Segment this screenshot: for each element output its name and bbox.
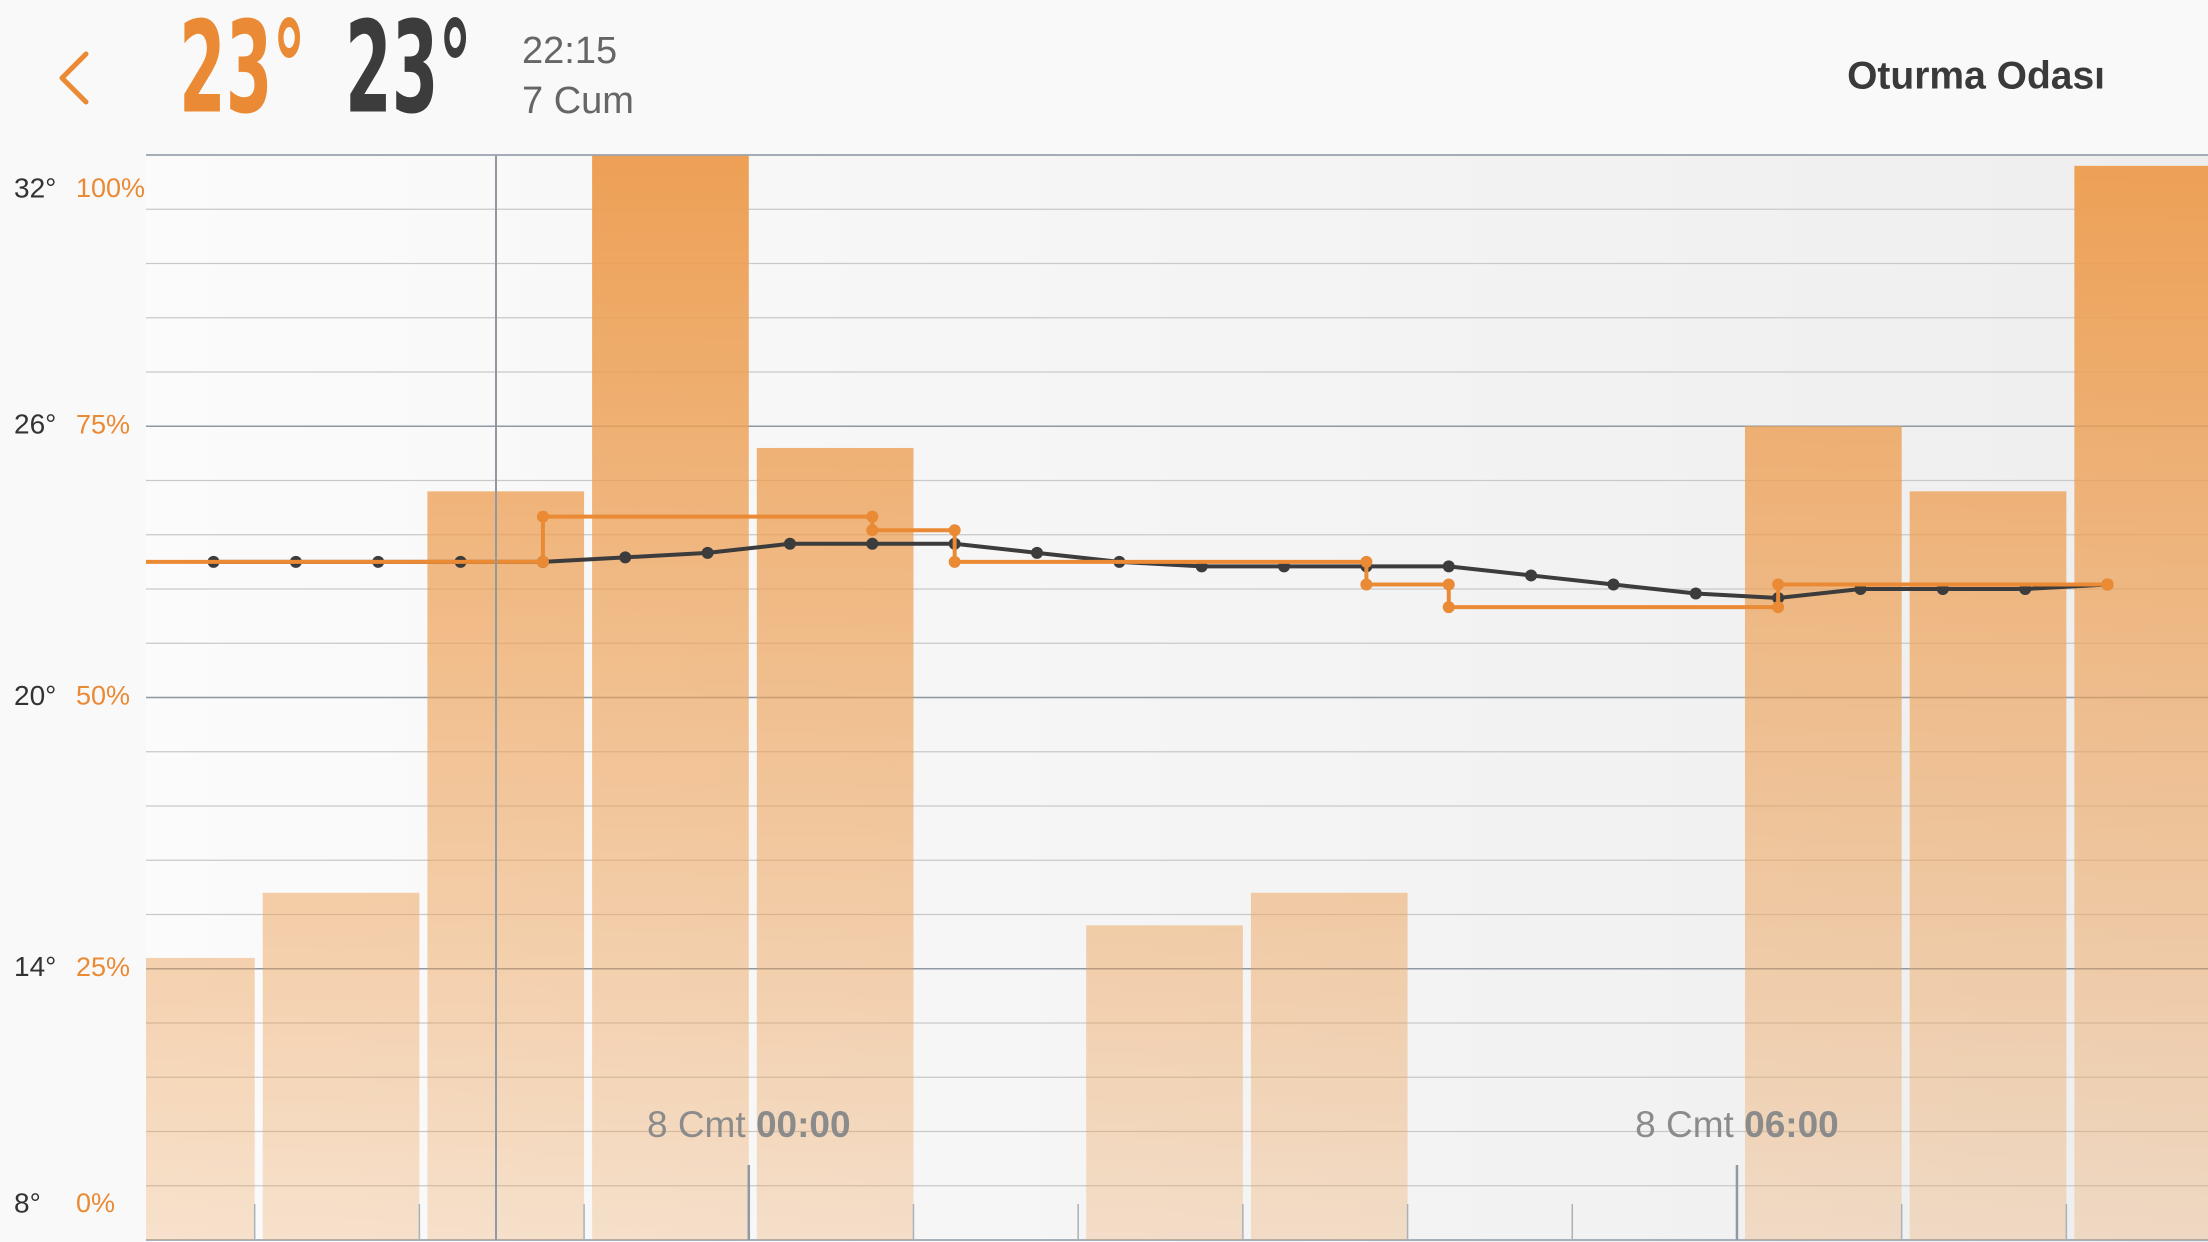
temperature-point: [783, 537, 796, 550]
bar: [592, 155, 749, 1240]
setpoint-point: [536, 555, 549, 568]
setpoint-point: [866, 510, 879, 523]
target-temp[interactable]: 23°: [345, 0, 472, 142]
room-name: Oturma Odası: [1847, 54, 2105, 97]
bar: [1086, 925, 1243, 1240]
setpoint-point: [2101, 578, 2114, 591]
setpoint-point: [948, 524, 961, 537]
y2-tick-label: 0%: [76, 1188, 115, 1218]
current-temp: 23°: [179, 0, 306, 142]
setpoint-point: [1772, 578, 1785, 591]
setpoint-point: [948, 555, 961, 568]
y-tick-label: 26°: [14, 409, 56, 440]
setpoint-point: [1360, 578, 1373, 591]
y-tick-label: 14°: [14, 951, 56, 982]
temperature-point: [1031, 546, 1044, 559]
bar: [756, 447, 914, 1240]
bar: [1909, 491, 2067, 1241]
y-tick-label: 32°: [14, 172, 56, 203]
time: 22:15: [522, 30, 617, 72]
plot-area: [146, 155, 2208, 1241]
back-button[interactable]: [59, 51, 89, 105]
setpoint-point: [1772, 601, 1785, 614]
temperature-point: [619, 551, 632, 564]
bar: [1744, 426, 1902, 1240]
date: 7 Cum: [522, 80, 634, 122]
x-tick-label: 8 Cmt 00:00: [647, 1104, 851, 1145]
y2-tick-label: 100%: [76, 173, 145, 203]
x-tick-label: 8 Cmt 06:00: [1635, 1104, 1839, 1145]
temperature-point: [1525, 569, 1538, 582]
bar: [262, 892, 420, 1240]
y2-tick-label: 75%: [76, 409, 130, 439]
setpoint-point: [1442, 578, 1455, 591]
temperature-point: [1607, 578, 1620, 591]
setpoint-point: [536, 510, 549, 523]
bar: [146, 957, 255, 1240]
y2-tick-label: 50%: [76, 681, 130, 711]
y-tick-label: 8°: [14, 1187, 41, 1218]
temperature-point: [701, 546, 714, 559]
temperature-point: [1442, 560, 1455, 573]
setpoint-point: [1360, 555, 1373, 568]
bar: [427, 491, 585, 1241]
setpoint-point: [866, 524, 879, 537]
temperature-point: [866, 537, 879, 550]
bar: [1250, 892, 1408, 1240]
y2-tick-label: 25%: [76, 952, 130, 982]
bar: [2074, 165, 2208, 1241]
setpoint-point: [1442, 601, 1455, 614]
temperature-point: [1689, 587, 1702, 600]
chart: 8° 14° 20° 26° 32° 0% 25% 50% 75% 100% 8 Cmt 00:00…: [14, 154, 2208, 1241]
y-tick-label: 20°: [14, 680, 56, 711]
